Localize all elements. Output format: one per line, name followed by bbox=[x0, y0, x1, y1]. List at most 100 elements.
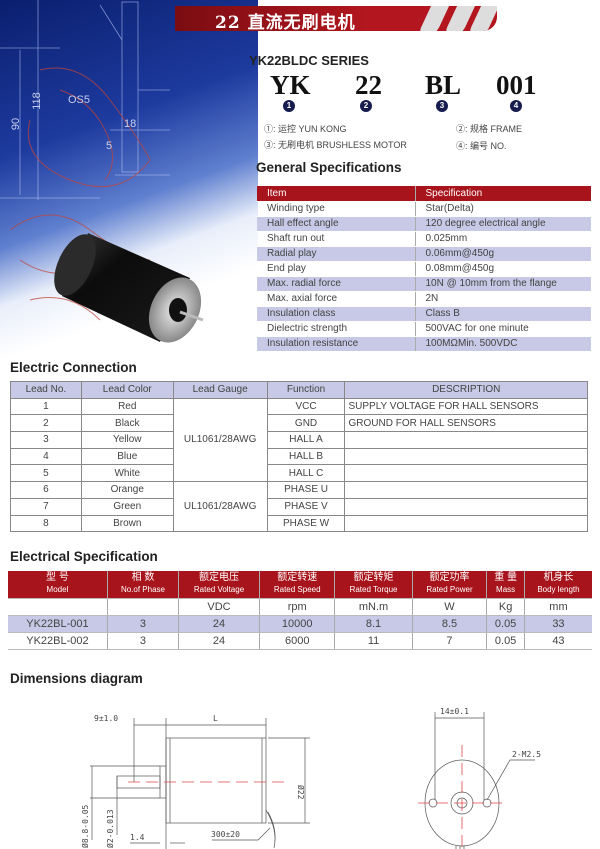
spec-value: 120 degree electrical angle bbox=[415, 216, 591, 232]
spec-value: 0.06mm@450g bbox=[415, 246, 591, 262]
lead-gauge: UL1061/28AWG bbox=[172, 397, 268, 483]
table-row: Winding type Star(Delta) bbox=[257, 201, 591, 217]
column-header: 相 数 No.of Phase bbox=[107, 571, 180, 599]
unit-cell: Kg bbox=[486, 598, 525, 616]
table-row: 8 Brown PHASE W bbox=[10, 514, 588, 533]
table-row: 7 Green PHASE V bbox=[10, 497, 588, 516]
spec-value: 10N @ 10mm from the flange bbox=[415, 276, 591, 292]
motor-body-outline bbox=[165, 737, 267, 824]
column-header: 额定功率 Rated Power bbox=[412, 571, 488, 599]
spec-value: 2N bbox=[415, 291, 591, 307]
spec-value: Star(Delta) bbox=[415, 201, 591, 217]
table-header-row: Item Specification bbox=[257, 186, 591, 202]
table-row: Shaft run out 0.025mm bbox=[257, 231, 591, 247]
lead-number: 8 bbox=[10, 514, 82, 533]
legend-item: ③: 无刷电机 BRUSHLESS MOTOR bbox=[264, 140, 407, 150]
code-part: YK bbox=[270, 70, 311, 100]
lead-number: 1 bbox=[10, 397, 82, 416]
unit-cell bbox=[107, 598, 180, 616]
column-header: 机身长 Body length bbox=[524, 571, 592, 599]
column-header: 额定电压 Rated Voltage bbox=[178, 571, 261, 599]
lead-number: 6 bbox=[10, 481, 82, 499]
lead-color: Black bbox=[80, 414, 174, 433]
spec-item: Dielectric strength bbox=[257, 321, 416, 337]
column-header: 额定转速 Rated Speed bbox=[259, 571, 336, 599]
spec-item: Hall effect angle bbox=[257, 216, 416, 232]
column-header: Lead Gauge bbox=[172, 381, 268, 399]
unit-cell: W bbox=[412, 598, 488, 616]
cell: 8.5 bbox=[412, 615, 488, 633]
function: HALL A bbox=[266, 431, 346, 449]
lead-number: 2 bbox=[10, 414, 82, 433]
lead-color: Blue bbox=[80, 447, 174, 466]
table-row: End play 0.08mm@450g bbox=[257, 261, 591, 277]
header-cn: 额定转速 bbox=[277, 572, 318, 584]
centerlines bbox=[128, 745, 505, 849]
header-en: Rated Voltage bbox=[193, 585, 245, 595]
header-cn: 相 数 bbox=[131, 572, 155, 584]
table-row: Max. radial force 10N @ 10mm from the fla… bbox=[257, 276, 591, 292]
header-cn: 额定功率 bbox=[429, 572, 470, 584]
spec-item: Insulation class bbox=[257, 306, 416, 322]
function: PHASE V bbox=[266, 497, 346, 516]
cell: 10000 bbox=[259, 615, 336, 633]
electrical-spec-table: 型 号 Model 相 数 No.of Phase 额定电压 Rated Voltage 额… bbox=[8, 571, 592, 650]
lead-color: White bbox=[80, 464, 174, 483]
units-row: VDC rpm mN.m W Kg mm bbox=[8, 598, 592, 616]
description bbox=[344, 447, 588, 466]
lead-color: Brown bbox=[80, 514, 174, 533]
spec-item: Max. axial force bbox=[257, 291, 416, 307]
lead-color: Green bbox=[80, 497, 174, 516]
header-en: Rated Power bbox=[426, 585, 473, 595]
function: HALL C bbox=[266, 464, 346, 483]
general-specs-heading: General Specifications bbox=[256, 160, 402, 175]
function: GND bbox=[266, 414, 346, 433]
dim-label: 300±20 bbox=[211, 830, 240, 839]
cell: 33 bbox=[524, 615, 592, 633]
general-specs-table: Item Specification Winding type Star(Delta)… bbox=[257, 186, 591, 352]
cell: 6000 bbox=[259, 632, 336, 650]
unit-cell bbox=[8, 598, 108, 616]
column-header: 型 号 Model bbox=[8, 571, 108, 599]
electric-connection-heading: Electric Connection bbox=[10, 360, 137, 375]
lead-number: 3 bbox=[10, 431, 82, 449]
description: GROUND FOR HALL SENSORS bbox=[344, 414, 588, 433]
header-cn: 型 号 bbox=[46, 572, 69, 584]
dim-label: 2-M2.5 bbox=[512, 750, 541, 759]
lead-color: Orange bbox=[80, 481, 174, 499]
legend-item: ①: 运控 YUN KONG bbox=[264, 124, 347, 134]
header-cn: 额定电压 bbox=[199, 572, 240, 584]
lead-color: Red bbox=[80, 397, 174, 416]
description: SUPPLY VOLTAGE FOR HALL SENSORS bbox=[344, 397, 588, 416]
code-part: BL bbox=[425, 70, 462, 100]
description bbox=[344, 514, 588, 533]
cell: 24 bbox=[178, 615, 261, 633]
table-row: 4 Blue HALL B bbox=[10, 447, 588, 466]
table-row: Insulation resistance 100MΩMin. 500VDC bbox=[257, 336, 591, 352]
spec-value: 500VAC for one minute bbox=[415, 321, 591, 337]
legend-item: ②: 规格 FRAME bbox=[456, 124, 523, 134]
cell: 3 bbox=[107, 615, 180, 633]
function: PHASE W bbox=[266, 514, 346, 533]
description bbox=[344, 464, 588, 483]
code-index-badge: 3 bbox=[436, 100, 448, 112]
table-row: Insulation class Class B bbox=[257, 306, 591, 322]
series-title: YK22BLDC SERIES bbox=[249, 53, 369, 68]
table-row: 3 Yellow HALL A bbox=[10, 431, 588, 449]
table-row: 6 Orange UL1061/28AWG PHASE U bbox=[10, 481, 588, 533]
spec-item: Max. radial force bbox=[257, 276, 416, 292]
unit-cell: rpm bbox=[259, 598, 336, 616]
cell: 11 bbox=[334, 632, 413, 650]
code-index-badge: 2 bbox=[360, 100, 372, 112]
table-header-row: Lead No. Lead Color Lead Gauge Function DESC… bbox=[10, 381, 588, 399]
column-header: Function bbox=[266, 381, 346, 399]
table-row: 1 Red UL1061/28AWG VCC SUPPLY VOLTAGE FOR HA… bbox=[10, 397, 588, 483]
function: VCC bbox=[266, 397, 346, 416]
lead-number: 5 bbox=[10, 464, 82, 483]
table-row: Dielectric strength 500VAC for one minute bbox=[257, 321, 591, 337]
function: PHASE U bbox=[266, 481, 346, 499]
dimensions-diagram: 9±1.0 L Ø22 Ø8.8-0.05 Ø2-0.013 1.4 300±2… bbox=[80, 707, 541, 849]
banner-title: 22 直流无刷电机 bbox=[215, 13, 356, 31]
cell: YK22BL-002 bbox=[8, 632, 108, 650]
table-row: Hall effect angle 120 degree electrical a… bbox=[257, 216, 591, 232]
